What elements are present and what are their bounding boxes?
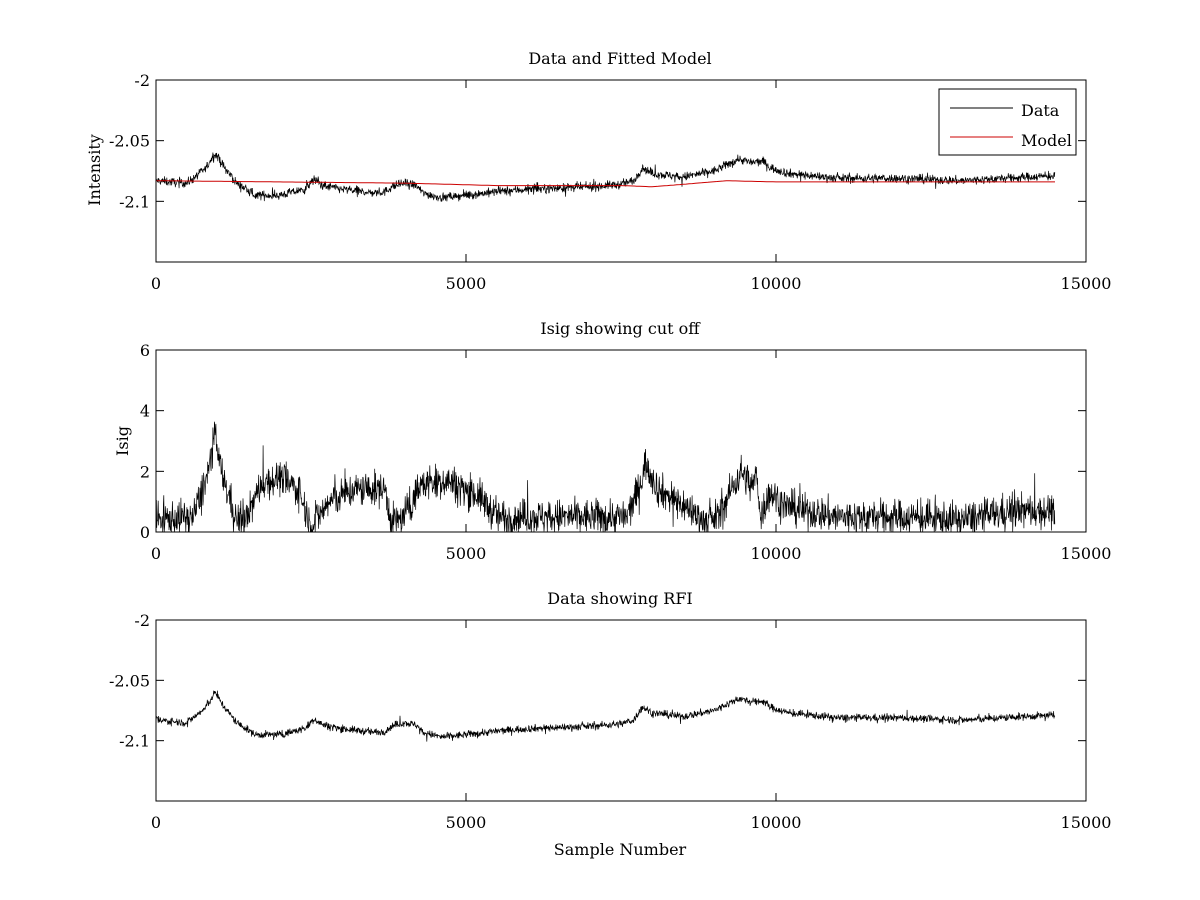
x-tick-label: 0 [151, 274, 161, 293]
x-tick-label: 10000 [751, 544, 802, 563]
y-tick-label: 6 [140, 341, 150, 360]
x-tick-label: 5000 [446, 544, 487, 563]
x-tick-label: 5000 [446, 274, 487, 293]
x-tick-label: 15000 [1061, 544, 1112, 563]
y-tick-label: -2 [134, 71, 150, 90]
x-tick-label: 15000 [1061, 813, 1112, 832]
legend: Data Model [938, 88, 1077, 156]
subplot-3-ticks: 0 5000 10000 15000 -2.1 -2.05 -2 [109, 611, 1111, 832]
x-tick-label: 10000 [751, 274, 802, 293]
x-tick-label: 10000 [751, 813, 802, 832]
x-tick-label: 0 [151, 813, 161, 832]
axes-frame-2 [155, 349, 1087, 533]
legend-box [938, 88, 1077, 156]
y-tick-label: -2.05 [109, 671, 150, 690]
subplot-3-title: Data showing RFI [547, 589, 692, 608]
legend-data-label: Data [1021, 101, 1060, 120]
x-tick-label: 0 [151, 544, 161, 563]
isig-series-line-3 [155, 690, 1056, 742]
subplot-2-y-axis-label: Isig [113, 426, 132, 456]
y-tick-label: -2.1 [119, 192, 150, 211]
y-tick-label: -2.1 [119, 732, 150, 751]
y-tick-label: -2 [134, 611, 150, 630]
axes-frame-3 [155, 619, 1087, 802]
subplot-1-plot-area [155, 152, 1056, 202]
subplot-1-ticks: 0 5000 10000 15000 -2.1 -2.05 -2 [109, 71, 1111, 293]
model-series-line-1 [156, 180, 1055, 188]
subplot-isig-showing-cut-off: Isig showing cut off Isig 0 5000 10000 1500… [113, 319, 1111, 563]
subplot-3-plot-area [155, 690, 1056, 742]
y-tick-label: 0 [140, 523, 150, 542]
x-axis-label: Sample Number [554, 840, 687, 859]
x-tick-label: 15000 [1061, 274, 1112, 293]
subplot-data-showing-rfi: Data showing RFI 0 5000 10000 15000 -2.1 -2.0… [109, 589, 1111, 859]
subplot-2-title: Isig showing cut off [540, 319, 701, 338]
legend-model-label: Model [1021, 131, 1072, 150]
subplot-1-title: Data and Fitted Model [528, 49, 711, 68]
subplot-2-ticks: 0 5000 10000 15000 0 2 4 6 [140, 341, 1112, 563]
y-tick-label: 2 [140, 462, 150, 481]
x-tick-label: 5000 [446, 813, 487, 832]
isig-series-line-2 [155, 421, 1056, 533]
subplot-1-y-axis-label: Intensity [85, 134, 104, 206]
axes-frame-1 [155, 79, 1087, 263]
subplot-data-and-fitted-model: Data and Fitted Model Intensity 0 5000 100… [85, 49, 1111, 293]
data-series-line-1 [155, 152, 1056, 202]
subplot-2-plot-area [155, 421, 1056, 533]
y-tick-label: -2.05 [109, 132, 150, 151]
y-tick-label: 4 [140, 402, 150, 421]
